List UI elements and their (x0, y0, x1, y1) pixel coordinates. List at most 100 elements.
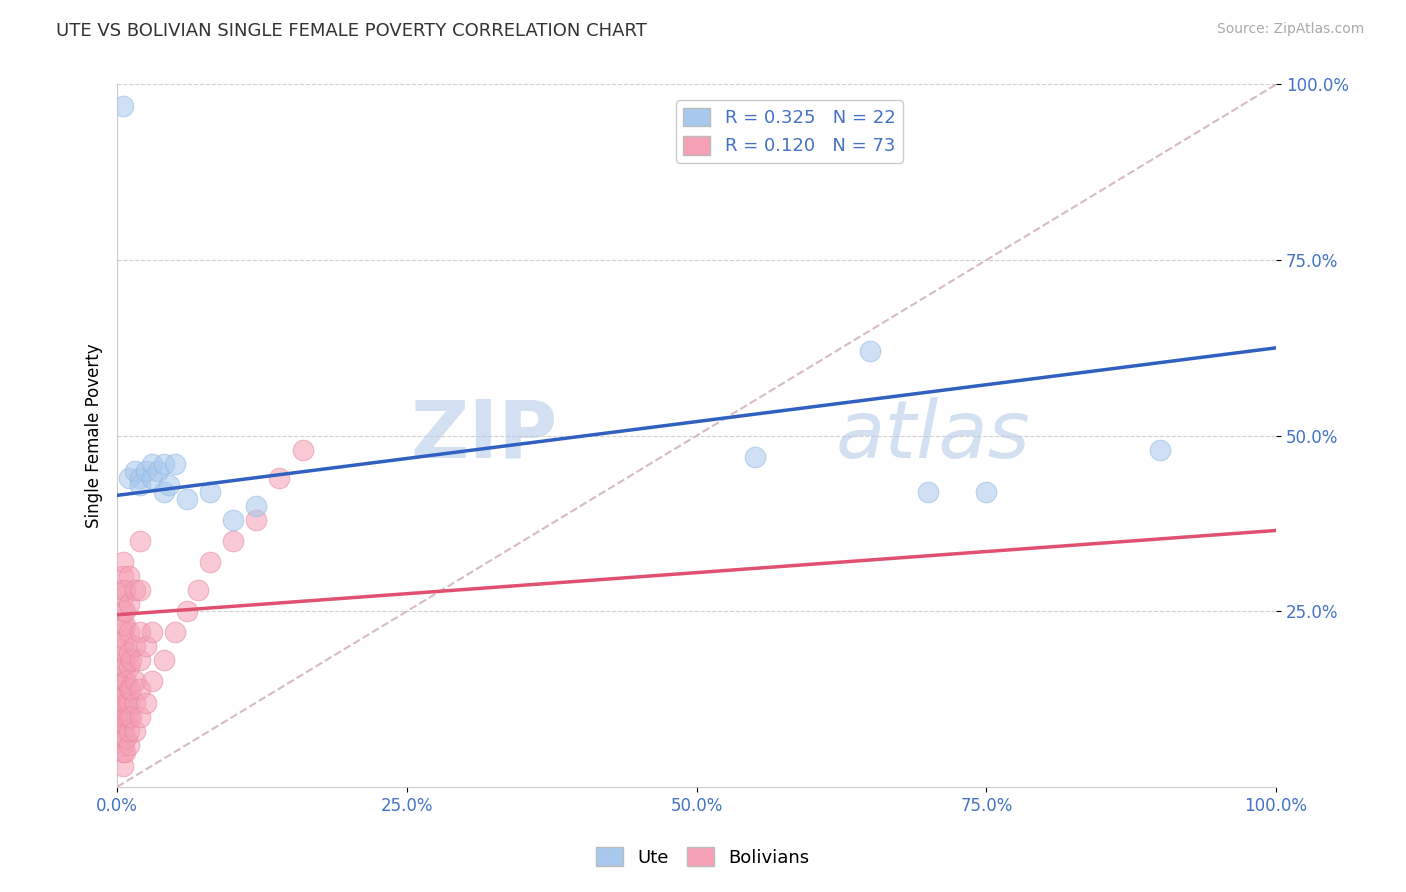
Point (152, 484, 174, 499)
Point (146, 464, 169, 478)
Y-axis label: Single Female Poverty: Single Female Poverty (86, 343, 103, 528)
Point (176, 604, 198, 618)
Text: ZIP: ZIP (411, 397, 558, 475)
Point (114, 618, 136, 632)
Point (114, 745, 136, 759)
Point (245, 499, 267, 513)
Point (118, 569, 141, 583)
Point (120, 653, 142, 667)
Point (152, 457, 174, 471)
Point (917, 484, 939, 499)
Point (198, 555, 221, 569)
Legend: Ute, Bolivians: Ute, Bolivians (589, 840, 817, 874)
Point (245, 513, 267, 527)
Point (129, 471, 152, 485)
Point (111, 640, 134, 654)
Point (152, 653, 174, 667)
Point (114, 646, 136, 660)
Point (129, 478, 152, 492)
Point (111, 745, 134, 759)
Point (291, 442, 314, 457)
Point (135, 464, 157, 478)
Point (129, 681, 152, 696)
Point (165, 625, 187, 640)
Point (114, 604, 136, 618)
Point (115, 731, 138, 745)
Point (118, 597, 141, 611)
Point (157, 478, 180, 492)
Point (111, 723, 134, 738)
Legend: R = 0.325   N = 22, R = 0.120   N = 73: R = 0.325 N = 22, R = 0.120 N = 73 (676, 101, 903, 162)
Point (111, 674, 134, 689)
Point (222, 534, 245, 549)
Point (111, 758, 134, 772)
Point (118, 660, 141, 674)
Point (120, 709, 142, 723)
Point (114, 632, 136, 647)
Text: UTE VS BOLIVIAN SINGLE FEMALE POVERTY CORRELATION CHART: UTE VS BOLIVIAN SINGLE FEMALE POVERTY CO… (56, 22, 647, 40)
Point (129, 709, 152, 723)
Point (114, 583, 136, 598)
Point (859, 344, 882, 359)
Point (115, 696, 138, 710)
Point (124, 674, 146, 689)
Point (111, 98, 134, 112)
Point (129, 625, 152, 640)
Point (118, 471, 141, 485)
Point (124, 583, 146, 598)
Point (118, 681, 141, 696)
Point (114, 731, 136, 745)
Point (129, 534, 152, 549)
Point (118, 696, 141, 710)
Point (124, 696, 146, 710)
Point (111, 702, 134, 716)
Point (114, 660, 136, 674)
Point (115, 709, 138, 723)
Point (111, 653, 134, 667)
Point (111, 569, 134, 583)
Point (111, 681, 134, 696)
Point (118, 709, 141, 723)
Point (118, 625, 141, 640)
Point (114, 674, 136, 689)
Point (115, 674, 138, 689)
Point (141, 625, 163, 640)
Point (111, 696, 134, 710)
Point (111, 555, 134, 569)
Point (111, 738, 134, 752)
Point (124, 723, 146, 738)
Point (1149, 442, 1171, 457)
Point (111, 625, 134, 640)
Point (198, 484, 221, 499)
Point (118, 646, 141, 660)
Point (111, 709, 134, 723)
Point (124, 464, 146, 478)
Text: Source: ZipAtlas.com: Source: ZipAtlas.com (1216, 22, 1364, 37)
Text: atlas: atlas (835, 397, 1031, 475)
Point (269, 471, 291, 485)
Point (976, 484, 998, 499)
Point (176, 491, 198, 506)
Point (187, 583, 209, 598)
Point (118, 723, 141, 738)
Point (111, 583, 134, 598)
Point (114, 702, 136, 716)
Point (111, 716, 134, 731)
Point (141, 674, 163, 689)
Point (124, 640, 146, 654)
Point (135, 640, 157, 654)
Point (744, 450, 766, 464)
Point (222, 513, 245, 527)
Point (111, 660, 134, 674)
Point (120, 681, 142, 696)
Point (165, 457, 187, 471)
Point (141, 471, 163, 485)
Point (111, 604, 134, 618)
Point (114, 716, 136, 731)
Point (129, 653, 152, 667)
Point (135, 696, 157, 710)
Point (114, 689, 136, 703)
Point (111, 590, 134, 604)
Point (118, 738, 141, 752)
Point (111, 618, 134, 632)
